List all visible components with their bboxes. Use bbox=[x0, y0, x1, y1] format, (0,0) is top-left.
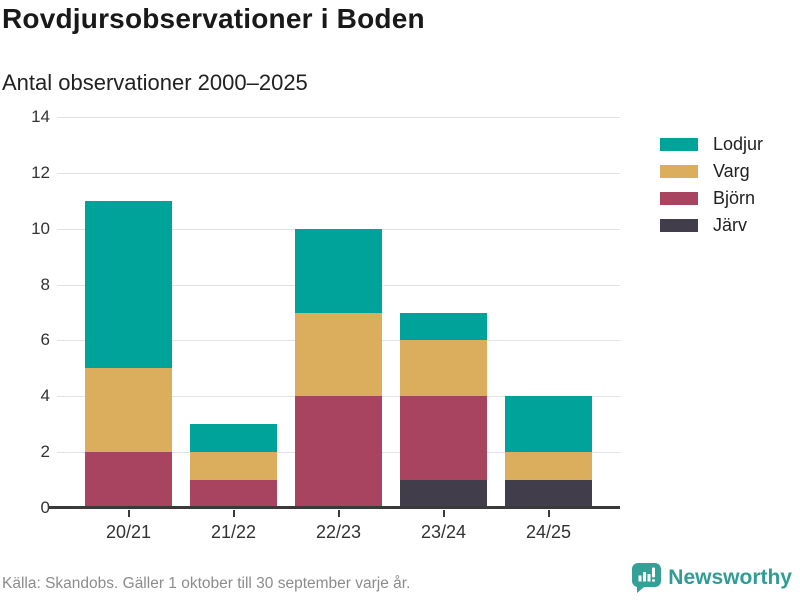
bar-segment bbox=[85, 452, 172, 508]
bar-segment bbox=[85, 368, 172, 453]
legend-item: Björn bbox=[660, 185, 763, 212]
y-tick-label: 12 bbox=[31, 162, 50, 182]
legend-item: Varg bbox=[660, 158, 763, 185]
bar-segment bbox=[295, 396, 382, 508]
legend-item: Järv bbox=[660, 212, 763, 239]
bar-segment bbox=[505, 396, 592, 453]
x-tick bbox=[547, 510, 550, 517]
bar-segment bbox=[295, 228, 382, 313]
gridline bbox=[57, 117, 620, 118]
gridline bbox=[57, 172, 620, 174]
legend: Lodjur Varg Björn Järv bbox=[660, 131, 763, 239]
legend-swatch bbox=[660, 192, 698, 205]
page-title: Rovdjursobservationer i Boden bbox=[2, 3, 425, 34]
y-tick-label: 14 bbox=[31, 107, 50, 126]
bar-segment bbox=[190, 424, 277, 453]
bar-segment bbox=[85, 200, 172, 369]
x-tick-label: 23/24 bbox=[420, 522, 467, 542]
x-tick bbox=[337, 510, 340, 517]
y-tick-label: 2 bbox=[40, 442, 50, 462]
bar-segment bbox=[400, 340, 487, 397]
newsworthy-logo-icon bbox=[632, 563, 662, 593]
x-tick bbox=[232, 510, 235, 517]
bar-segment bbox=[190, 480, 277, 508]
newsworthy-brand: Newsworthy bbox=[632, 563, 792, 593]
y-tick-label: 6 bbox=[40, 330, 50, 350]
plot-area bbox=[48, 117, 620, 509]
bar-segment bbox=[190, 452, 277, 481]
newsworthy-wordmark: Newsworthy bbox=[668, 566, 792, 589]
x-tick-label: 20/21 bbox=[105, 522, 152, 542]
x-tick bbox=[127, 510, 130, 517]
y-axis: 0 2 4 6 8 10 12 14 bbox=[0, 107, 50, 517]
x-tick-label: 22/23 bbox=[315, 522, 362, 542]
source-note: Källa: Skandobs. Gäller 1 oktober till 3… bbox=[2, 575, 411, 592]
bar-segment bbox=[295, 312, 382, 397]
legend-swatch bbox=[660, 219, 698, 232]
y-tick-label: 4 bbox=[40, 386, 50, 406]
y-tick-label: 0 bbox=[40, 498, 50, 517]
legend-label: Varg bbox=[713, 161, 750, 181]
legend-item: Lodjur bbox=[660, 131, 763, 158]
legend-label: Lodjur bbox=[713, 134, 764, 154]
bar-segment bbox=[505, 452, 592, 481]
chart: 0 2 4 6 8 10 12 14 20/21 21/22 22/23 23/24 24/25 bbox=[0, 107, 800, 547]
x-tick-label: 21/22 bbox=[210, 522, 257, 542]
bar-segment bbox=[400, 312, 487, 341]
x-tick-label: 24/25 bbox=[525, 522, 572, 542]
bar-segment bbox=[400, 396, 487, 481]
x-axis-line bbox=[48, 506, 620, 509]
x-axis: 20/21 21/22 22/23 23/24 24/25 bbox=[57, 522, 620, 552]
y-tick-label: 10 bbox=[31, 218, 50, 238]
y-tick-label: 8 bbox=[40, 274, 50, 294]
bar-segment bbox=[505, 480, 592, 508]
x-tick bbox=[442, 510, 445, 517]
chart-subtitle: Antal observationer 2000–2025 bbox=[2, 70, 308, 95]
legend-swatch bbox=[660, 138, 698, 151]
legend-swatch bbox=[660, 165, 698, 178]
bar-segment bbox=[400, 480, 487, 508]
legend-label: Järv bbox=[713, 215, 748, 235]
legend-label: Björn bbox=[713, 188, 756, 208]
